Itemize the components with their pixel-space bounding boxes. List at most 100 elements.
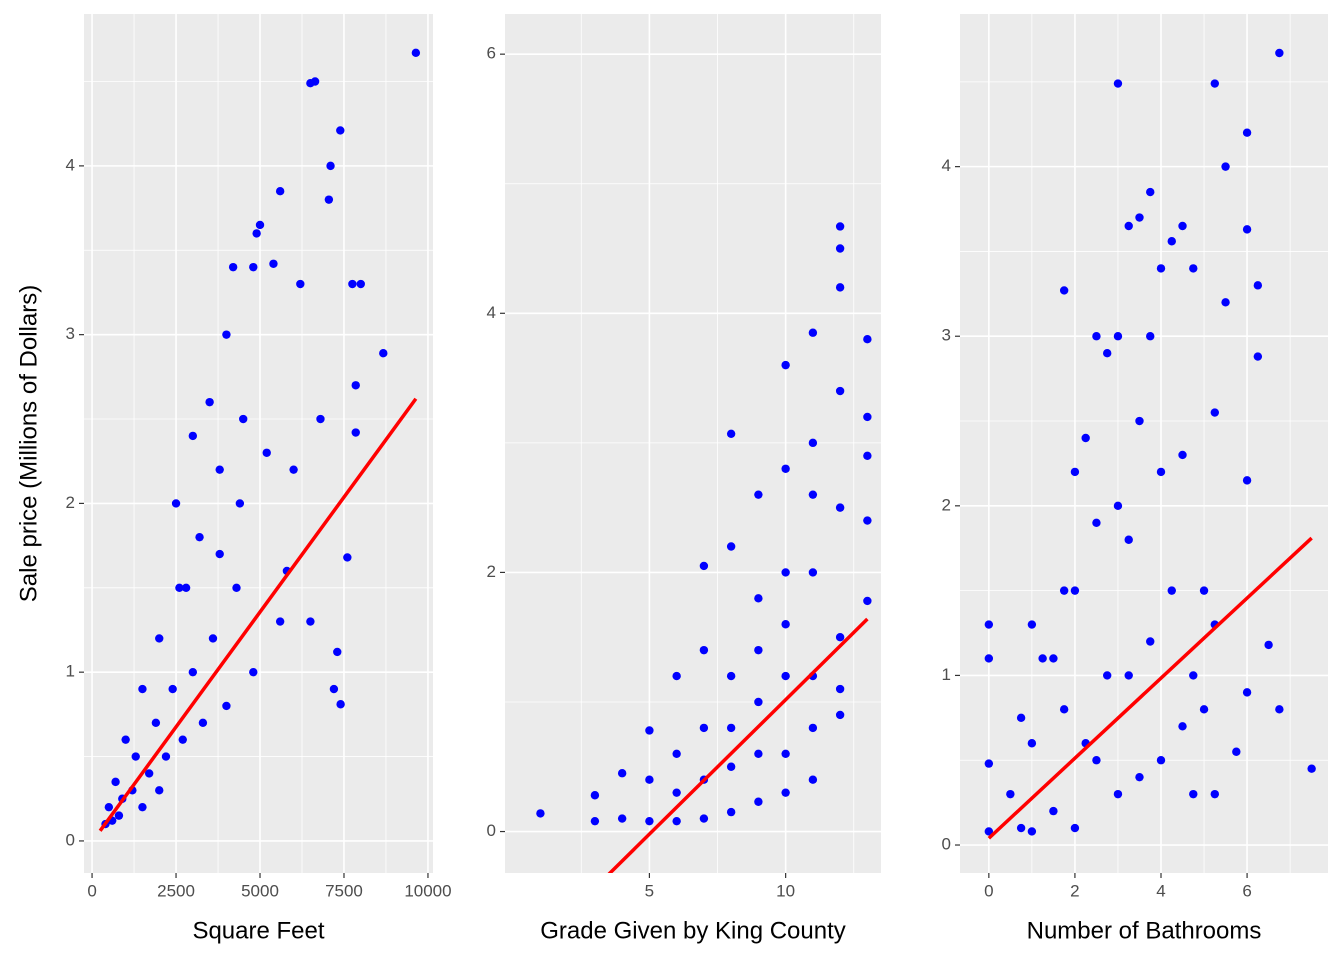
point [336,126,345,135]
point [1275,48,1284,58]
point [188,431,198,441]
y-tick-label: 3 [66,324,75,343]
point [699,814,709,823]
point [1092,332,1101,341]
x-tick-label: 7500 [325,881,363,900]
point [188,667,198,677]
point [1092,518,1101,527]
point [228,262,238,272]
point [329,684,339,694]
y-tick-label: 2 [942,495,951,514]
point [181,583,191,592]
fit-line [607,617,869,873]
point [672,788,681,797]
point [275,617,285,626]
point [289,465,298,474]
point [1146,187,1155,197]
point [208,634,218,643]
x-tick-label: 2500 [157,881,195,900]
point [1070,586,1080,595]
point [617,769,627,778]
point [1156,467,1166,477]
point [1049,654,1058,663]
point [1135,213,1144,222]
point [1070,823,1080,833]
point [1264,640,1273,650]
y-tick-label: 4 [942,156,951,175]
point [1253,281,1263,290]
point [984,654,994,663]
panel: 0 2 4 6 5 10 Grade Given by King County [487,14,881,944]
point [222,330,231,339]
point [1059,586,1069,595]
point [1124,221,1133,231]
point [754,749,763,759]
point [863,516,872,525]
point [726,671,736,681]
point [222,701,231,711]
point [138,684,147,694]
point [1113,79,1123,88]
point [863,412,872,422]
point [781,464,790,473]
point [333,647,342,657]
point [1016,713,1026,723]
x-axis-title: Grade Given by King County [540,917,846,944]
point [178,735,187,744]
point [808,568,818,577]
point [863,335,872,344]
point [1092,756,1101,765]
point [1189,671,1198,680]
point [863,451,872,461]
point [138,802,147,812]
y-tick-label: 2 [66,493,75,512]
point [1070,467,1080,477]
point [1103,671,1112,680]
point [356,279,365,289]
point [1232,747,1241,756]
point [1006,789,1015,799]
y-tick-label: 3 [942,326,951,345]
y-tick-label: 4 [487,303,496,322]
point [726,542,736,551]
point [1242,476,1252,485]
point [235,499,245,508]
point [699,723,709,733]
point [269,259,278,268]
point [306,617,315,626]
point [808,490,818,499]
point [726,429,736,438]
x-tick-label: 10 [776,881,795,900]
point [1167,237,1176,246]
point [835,386,845,396]
point [262,448,271,457]
panel: 0 1 2 3 4 0 2500 5000 7500 10000 Square Feet Sale p… [15,14,452,944]
point [1210,408,1220,417]
x-tick-label: 10000 [404,881,451,900]
point [114,811,124,820]
point [171,499,181,508]
point [351,381,360,390]
x-tick-label: 0 [87,881,96,900]
point [326,161,335,171]
point [781,360,790,370]
point [1146,332,1155,341]
y-tick-label: 6 [487,44,496,63]
point [1307,764,1316,773]
point [835,503,845,512]
point [1059,286,1069,295]
point [111,777,120,787]
y-tick-label: 0 [487,821,496,840]
point [984,759,994,768]
point [1027,739,1037,748]
fit-line [98,397,418,832]
point [232,583,241,592]
point [296,279,305,289]
point [1178,722,1187,731]
point [1124,671,1133,680]
point [1081,433,1090,443]
point [1178,221,1187,231]
point [336,700,345,709]
point [348,279,357,289]
